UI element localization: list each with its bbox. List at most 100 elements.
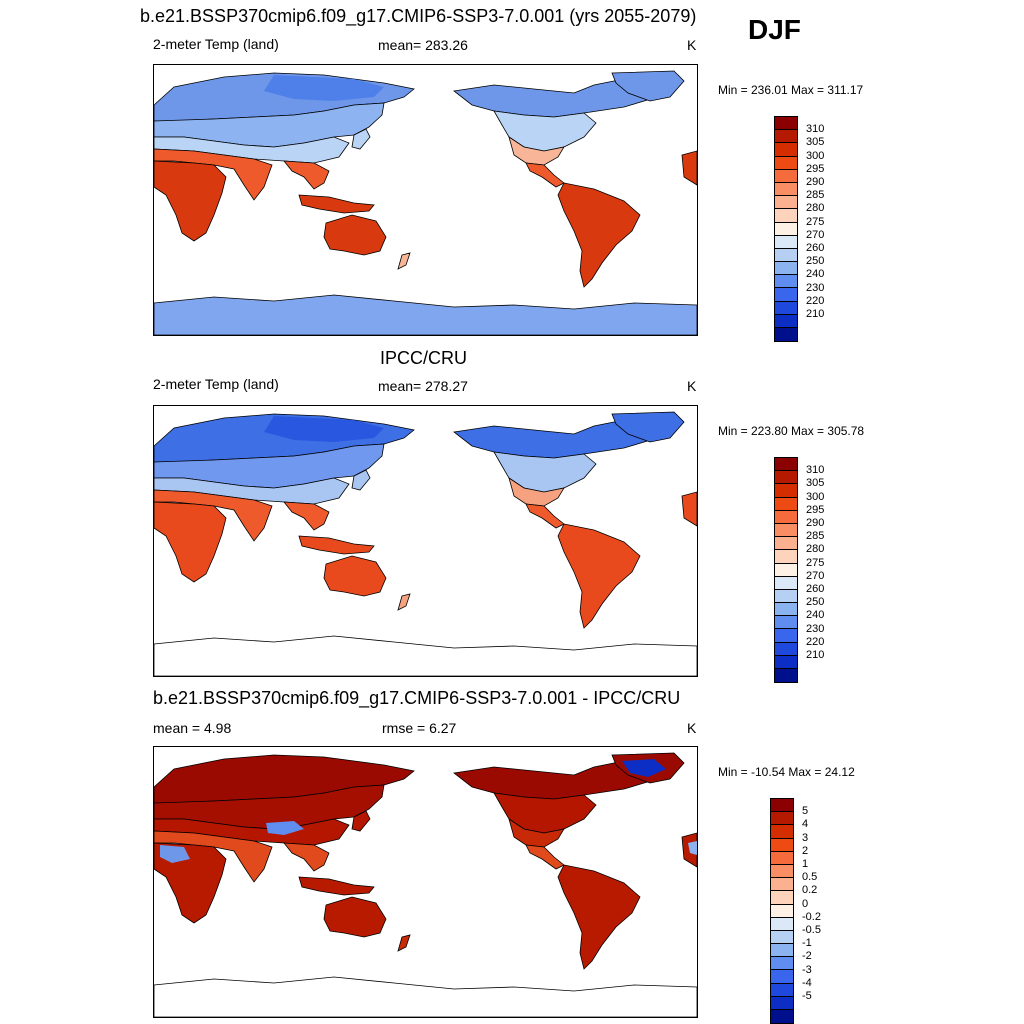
land-region-indonesia [298,876,375,896]
land-region-usa-south [508,477,565,507]
land-region-greenland [611,70,685,102]
colorbar-swatch [771,851,793,865]
colorbar-swatch [775,642,797,656]
colorbar-tick-label: 3 [802,831,809,844]
colorbar-swatch [771,864,793,879]
colorbar-swatch [775,471,797,485]
panel-2-minmax: Min = 223.80 Max = 305.78 [718,424,865,438]
colorbar-tick-label: 210 [806,308,825,320]
colorbar-tick-label: 295 [806,503,825,516]
land-region-indonesia [298,194,375,214]
panel-3-map [153,746,698,1018]
colorbar-swatch [775,523,797,538]
colorbar-swatch [771,1010,793,1024]
colorbar-tick-label: 310 [806,123,825,136]
colorbar-swatch [775,484,797,498]
land-region-greenland [611,411,685,443]
colorbar-swatch [771,944,793,958]
colorbar-swatch [775,629,797,643]
colorbar-tick-label: 250 [806,596,825,609]
colorbar-swatch [771,878,793,892]
colorbar-tick-label: 290 [806,176,825,188]
land-region-middle-east-india [154,830,273,883]
panel-1-variable-label: 2-meter Temp (land) [153,36,279,52]
land-region-se-asia [283,842,330,872]
colorbar-swatch [775,235,797,249]
panel-3-rmse-label: rmse = 6.27 [382,720,457,736]
siberia-cold-core [264,416,384,442]
panel-2-map [153,405,698,677]
colorbar-swatch [771,930,793,945]
colorbar-tick-label: 305 [806,136,825,149]
land-region-south-america [557,182,641,288]
panel-3-minmax: Min = -10.54 Max = 24.12 [718,765,855,779]
colorbar-tick-label: 300 [806,149,825,162]
colorbar-swatch [775,248,797,263]
colorbar-tick-label: 280 [806,202,825,215]
colorbar-swatch [771,838,793,852]
colorbar-swatch [771,825,793,839]
land-region-central-america [525,844,565,870]
land-region-new-zealand [397,593,411,611]
colorbar-swatch [775,576,797,590]
panel-2-variable-label: 2-meter Temp (land) [153,376,279,392]
colorbar-swatch [771,983,793,997]
land-region-usa-south [508,136,565,166]
land-region-japan [351,128,371,150]
land-region-south-america [557,523,641,629]
colorbar-swatch [775,301,797,315]
tibet-cool-anomaly [266,821,304,835]
colorbar-tick-label: 0.5 [802,871,818,884]
colorbar-tick-label: 2 [802,844,809,857]
colorbar-tick-label: 275 [806,556,825,569]
land-region-japan [351,469,371,491]
land-region-usa-south [508,818,565,848]
colorbar-tick-label: 240 [806,268,825,281]
colorbar-swatch [775,328,797,342]
colorbar-tick-label: 300 [806,490,825,503]
colorbar-tick-label: 260 [806,242,825,254]
colorbar-swatch [775,117,797,131]
colorbar-tick-label: 285 [806,189,825,202]
land-region-north-america [493,792,597,834]
colorbar-swatch [771,970,793,984]
colorbar-swatch [775,182,797,197]
colorbar-tick-label: -3 [802,963,812,976]
land-region-indonesia [298,535,375,555]
land-region-new-zealand [397,252,411,270]
colorbar-swatch [771,891,793,905]
colorbar-swatch [771,917,793,931]
land-region-antarctica [154,635,697,676]
colorbar-tick-label: 270 [806,569,825,582]
colorbar-tick-label: 230 [806,622,825,635]
panel-1-unit-label: K [687,37,697,53]
colorbar-tick-label: 275 [806,215,825,228]
panel-1-title: b.e21.BSSP370cmip6.f09_g17.CMIP6-SSP3-7.… [140,6,697,26]
colorbar-swatch [775,275,797,289]
land-region-japan [351,810,371,832]
colorbar-swatch [775,196,797,210]
land-region-africa [154,160,227,242]
siberia-cold-core [264,75,384,101]
colorbar-swatch [775,288,797,302]
land-region-australia [323,555,387,597]
panel-2-unit-label: K [687,378,697,394]
colorbar-tick-label: -0.2 [802,910,821,923]
colorbar-swatch [775,130,797,144]
land-region-africa [154,501,227,583]
colorbar-swatch [775,143,797,157]
colorbar-swatch [771,812,793,826]
colorbar-tick-label: 4 [802,818,809,831]
colorbar-tick-label: 230 [806,281,825,294]
panel-2-mean-label: mean= 278.27 [378,378,468,394]
colorbar-swatch [775,262,797,276]
panel-3-title: b.e21.BSSP370cmip6.f09_g17.CMIP6-SSP3-7.… [153,688,681,708]
land-region-antarctica [154,294,697,335]
colorbar-swatch [771,904,793,918]
colorbar-swatch [775,169,797,183]
colorbar-tick-label: 295 [806,162,825,175]
colorbar-swatch [775,550,797,564]
land-region-middle-east-india [154,148,273,201]
colorbar-tick-label: 220 [806,294,825,307]
land-region-australia [323,214,387,256]
